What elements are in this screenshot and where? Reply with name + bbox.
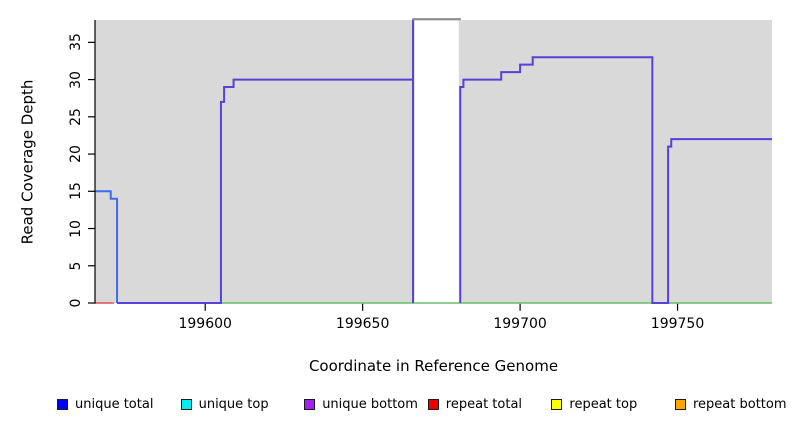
y-tick-label: 15 xyxy=(68,182,84,201)
legend-swatch xyxy=(675,399,686,410)
series-line-unique-total-line xyxy=(95,190,119,303)
y-tick-label: 20 xyxy=(68,145,84,163)
x-tick-label: 199700 xyxy=(493,316,547,332)
legend-label: unique top xyxy=(198,397,269,412)
legend-label: repeat top xyxy=(569,397,638,412)
y-tick-label: 30 xyxy=(68,70,84,89)
series-line-unique-bottom-line xyxy=(117,19,772,304)
x-tick-label: 199750 xyxy=(650,316,705,332)
legend-label: repeat bottom xyxy=(693,397,787,412)
x-tick-label: 199650 xyxy=(335,316,390,332)
legend-swatch xyxy=(57,399,68,410)
legend-label: repeat total xyxy=(445,397,523,412)
legend-label: unique bottom xyxy=(322,397,418,412)
y-tick-label: 0 xyxy=(68,298,84,308)
legend-item-repeat-top: repeat top xyxy=(551,398,637,411)
legend-item-unique-bottom: unique bottom xyxy=(304,398,418,411)
x-axis-title: Coordinate in Reference Genome xyxy=(308,357,559,375)
y-tick-label: 25 xyxy=(68,107,84,126)
legend-swatch xyxy=(427,399,439,410)
legend-item-unique-top: unique top xyxy=(180,397,269,412)
y-tick-label: 35 xyxy=(68,33,84,52)
offscale-mask xyxy=(414,20,459,303)
legend-swatch xyxy=(180,399,192,410)
x-tick-label: 199600 xyxy=(178,316,232,332)
legend-swatch xyxy=(551,399,563,410)
y-axis-title: Read Coverage Depth xyxy=(18,79,37,245)
legend-item-repeat-total: repeat total xyxy=(427,397,523,412)
legend-item-repeat-bottom: repeat bottom xyxy=(675,398,787,411)
y-tick-label: 5 xyxy=(68,261,84,271)
legend-swatch xyxy=(304,399,316,410)
legend-label: unique total xyxy=(75,397,154,412)
legend-item-unique-total: unique total xyxy=(57,398,153,411)
y-tick-label: 10 xyxy=(68,219,84,238)
